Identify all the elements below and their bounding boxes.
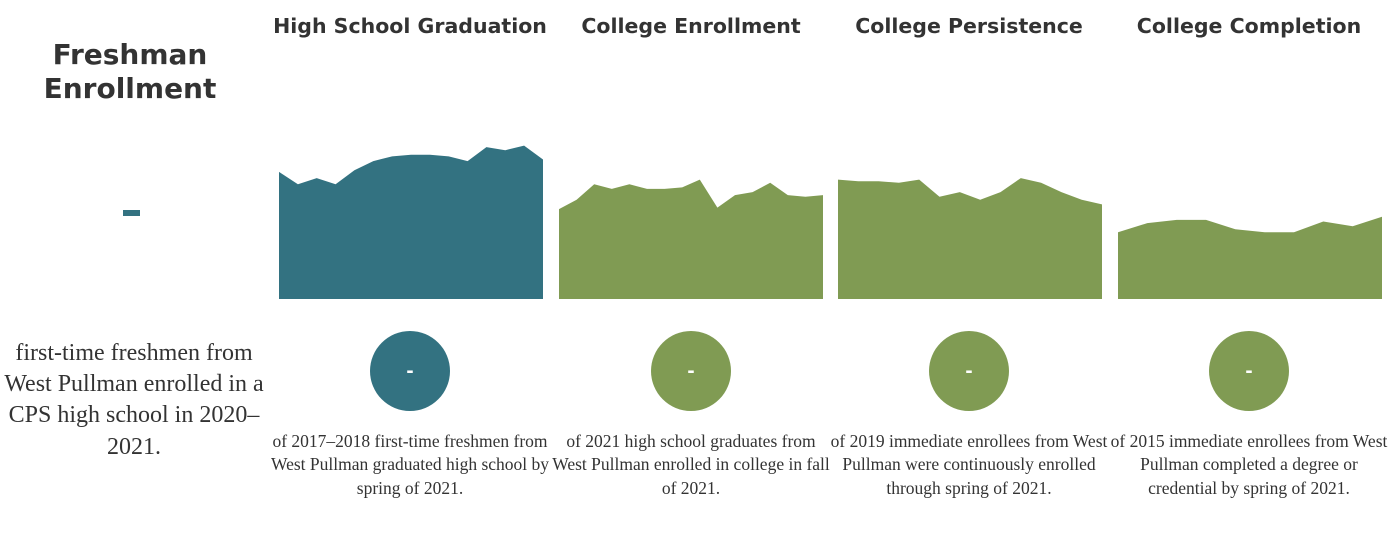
area-series-hs-graduation bbox=[279, 145, 543, 299]
metric-value-college-enrollment: - bbox=[651, 331, 731, 411]
metric-value-hs-graduation: - bbox=[370, 331, 450, 411]
area-series-college-persistence bbox=[838, 178, 1102, 299]
metric-value-college-completion: - bbox=[1209, 331, 1289, 411]
area-series-college-completion bbox=[1118, 216, 1382, 299]
freshman-title: Freshman Enrollment bbox=[43, 38, 217, 105]
metric-description-college-completion: of 2015 immediate enrollees from West Pu… bbox=[1110, 431, 1388, 498]
metric-description-college-enrollment: of 2021 high school graduates from West … bbox=[552, 431, 830, 498]
metric-title-college-completion: College Completion bbox=[1136, 14, 1362, 38]
freshman-value: - bbox=[123, 210, 140, 216]
metric-description-college-persistence: of 2019 immediate enrollees from West Pu… bbox=[830, 431, 1108, 498]
metric-value-college-persistence: - bbox=[929, 331, 1009, 411]
area-series-college-enrollment bbox=[559, 179, 823, 299]
metric-description-hs-graduation: of 2017–2018 first-time freshmen from We… bbox=[270, 431, 550, 498]
metric-title-college-enrollment: College Enrollment bbox=[581, 14, 801, 38]
metric-title-college-persistence: College Persistence bbox=[855, 14, 1083, 38]
metric-title-hs-graduation: High School Graduation bbox=[273, 14, 547, 38]
freshman-description: first-time freshmen from West Pullman en… bbox=[4, 340, 264, 460]
